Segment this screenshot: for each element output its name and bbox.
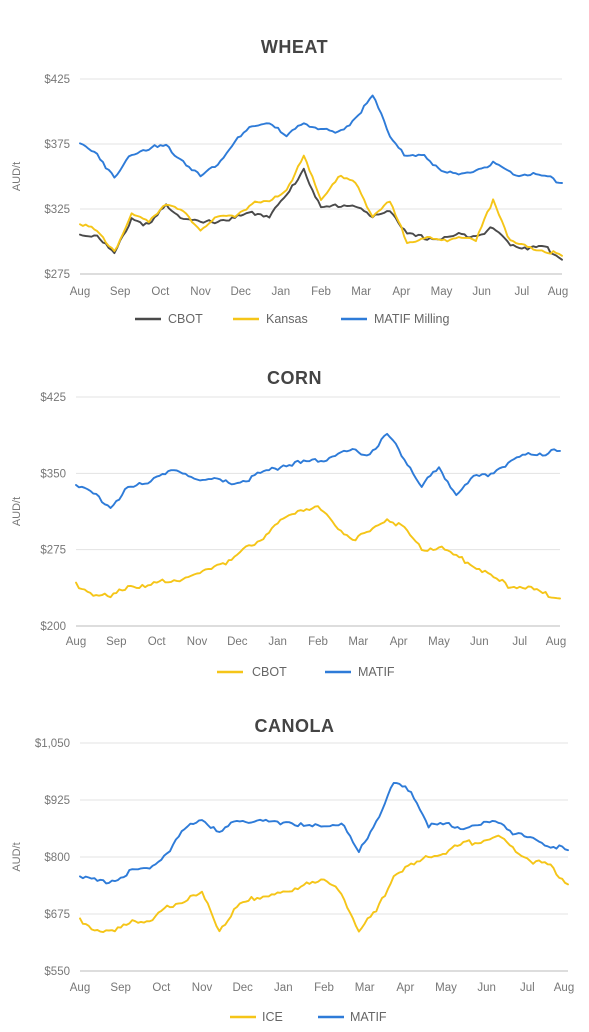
chart-corn: CORN AUD/t $200 $275 $350 $425 Aug Sep Oct Nov Dec… [11,368,566,679]
x-tick-label: Sep [110,286,130,298]
x-tick-label: Mar [348,636,368,648]
x-tick-label: Jun [477,982,496,994]
y-tick-label: $425 [44,74,70,86]
x-tick-label: Oct [148,636,167,648]
y-axis-label: AUD/t [11,162,23,191]
x-tick-label: Mar [351,286,371,298]
x-tick-label: Jun [470,636,489,648]
x-tick-label: Aug [548,286,568,298]
legend-label: Kansas [266,312,308,326]
y-tick-label: $350 [40,468,66,480]
series-line-kansas [79,154,563,257]
x-tick-label: Jul [514,286,529,298]
x-tick-label: Feb [314,982,334,994]
x-tick-label: Mar [355,982,375,994]
x-tick-label: Sep [106,636,126,648]
series-line-cbot [79,167,563,261]
y-tick-label: $925 [44,795,70,807]
chart-wheat: WHEAT AUD/t $275 $325 $375 $425 Aug Sep Oct Nov De… [11,37,568,326]
x-tick-label: Aug [70,982,90,994]
y-tick-label: $325 [44,204,70,216]
x-tick-label: Nov [187,636,208,648]
x-tick-label: Apr [390,636,408,648]
x-tick-label: Nov [190,286,211,298]
chart-title: WHEAT [261,37,328,57]
series-line-cbot [75,505,561,600]
x-tick-label: Dec [232,982,253,994]
x-tick-label: Nov [192,982,213,994]
chart-title: CANOLA [255,716,335,736]
x-tick-label: Aug [66,636,86,648]
y-tick-label: $275 [44,269,70,281]
y-tick-label: $550 [44,966,70,978]
x-tick-label: Sep [110,982,130,994]
y-axis-label: AUD/t [11,842,23,871]
x-tick-label: May [428,636,450,648]
legend-label: ICE [262,1010,283,1024]
x-tick-label: Jul [520,982,535,994]
x-tick-label: Feb [308,636,328,648]
y-axis-label: AUD/t [11,497,23,526]
x-tick-label: Jan [272,286,291,298]
x-tick-label: Dec [230,286,251,298]
legend-label: CBOT [252,665,287,679]
y-tick-label: $800 [44,852,70,864]
x-tick-label: Jan [274,982,293,994]
series-line-matif [79,782,569,885]
y-tick-label: $375 [44,139,70,151]
chart-canola: CANOLA AUD/t $550 $675 $800 $925 $1,050 Aug Sep O… [11,716,574,1024]
x-tick-label: Oct [151,286,170,298]
x-tick-label: Feb [311,286,331,298]
series-line-ice [79,834,569,934]
x-tick-label: Aug [70,286,90,298]
y-tick-label: $275 [40,545,66,557]
x-tick-label: Jul [512,636,527,648]
x-tick-label: Jun [472,286,491,298]
y-tick-label: $1,050 [35,738,70,750]
chart-title: CORN [267,368,322,388]
x-tick-label: Aug [554,982,574,994]
legend-label: MATIF [350,1010,387,1024]
x-tick-label: Apr [396,982,414,994]
y-tick-label: $200 [40,621,66,633]
x-tick-label: Dec [227,636,248,648]
series-line-matif-milling [79,94,563,184]
legend-label: MATIF Milling [374,312,450,326]
x-tick-label: May [435,982,457,994]
x-tick-label: Apr [392,286,410,298]
x-tick-label: May [431,286,453,298]
series-line-matif [75,432,561,509]
y-tick-label: $425 [40,392,66,404]
x-tick-label: Aug [546,636,566,648]
legend-label: MATIF [358,665,395,679]
y-tick-label: $675 [44,909,70,921]
legend-label: CBOT [168,312,203,326]
x-tick-label: Oct [152,982,171,994]
x-tick-label: Jan [268,636,287,648]
